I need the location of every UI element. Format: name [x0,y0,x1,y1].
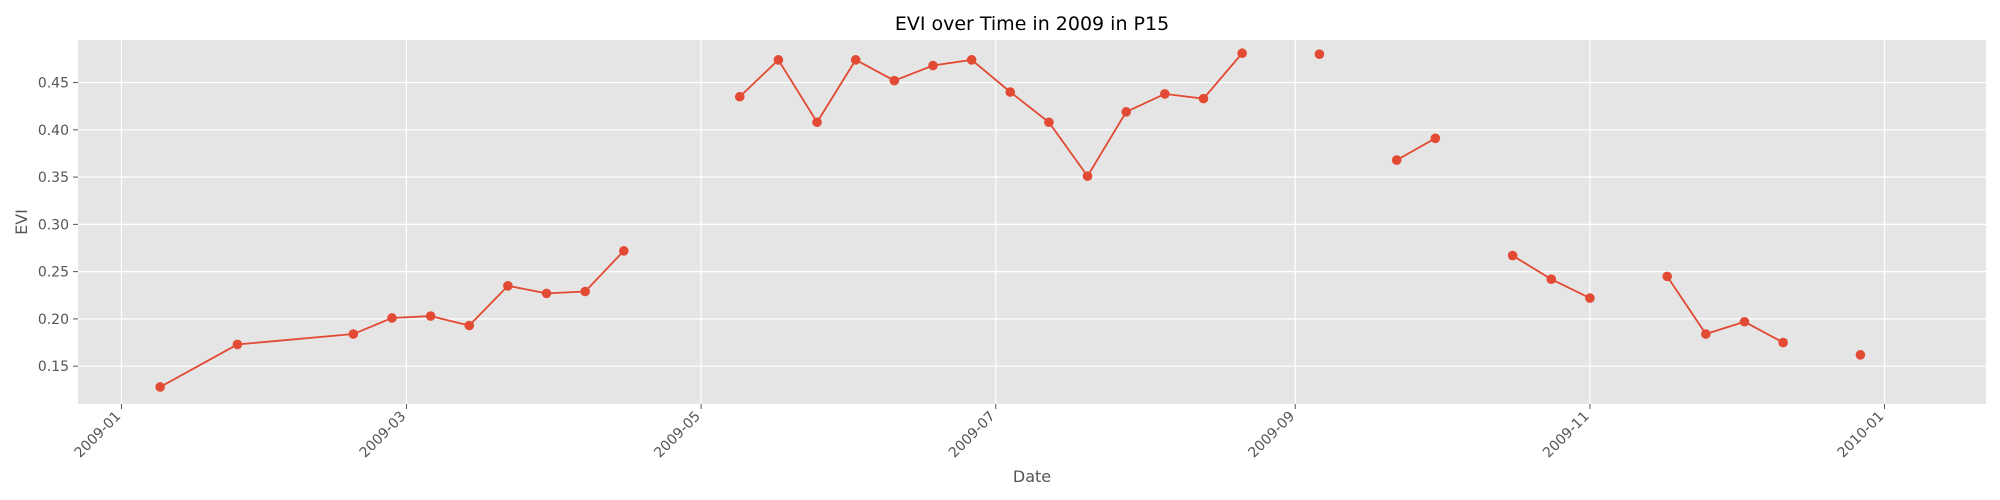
data-point [812,117,822,128]
data-point [1198,93,1209,104]
data-point [619,246,629,256]
data-point [1546,274,1557,285]
x-tick-label: 2009-07 [946,409,999,462]
data-point [1082,171,1093,181]
y-tick-label: 0.15 [38,359,69,375]
data-point [928,60,938,71]
x-tick-label: 2009-05 [651,409,704,462]
y-tick-label: 0.30 [38,217,69,233]
data-point [966,55,977,65]
data-point [1237,48,1247,59]
data-point [1005,87,1016,97]
data-point [889,75,900,86]
y-tick-label: 0.40 [38,123,69,139]
data-point [1778,337,1788,348]
series-line [1666,275,1784,344]
data-point [1314,49,1325,59]
data-point [850,55,861,65]
data-point [387,313,397,323]
data-point [1430,133,1441,144]
y-tick-label: 0.45 [38,76,69,92]
data-point [1121,107,1131,117]
series-line [739,52,1243,178]
x-axis-ticks: 2009-01 2009-03 2009-05 2009-07 2009-09 2009-… [72,404,1888,462]
data-point [1044,117,1054,128]
data-point [155,382,165,392]
x-tick-label: 2010-01 [1835,409,1888,462]
chart-title: EVI over Time in 2009 in P15 [895,13,1169,35]
series-line [1396,137,1436,161]
x-axis-label: Date [1013,467,1051,486]
x-tick-label: 2009-11 [1540,409,1593,462]
data-point [1585,293,1595,303]
data-point [1391,155,1402,165]
data-point [1739,316,1750,327]
x-tick-label: 2009-09 [1245,409,1298,462]
series-line [159,250,625,388]
y-axis-ticks: 0.15 0.20 0.25 0.30 0.35 0.40 0.45 [38,76,78,375]
x-tick-label: 2009-01 [72,409,125,462]
y-tick-label: 0.35 [38,170,69,186]
data-point [1855,350,1866,360]
data-point [1507,250,1518,261]
data-point [1662,271,1672,282]
data-point [1701,329,1711,339]
y-tick-label: 0.20 [38,312,69,328]
data-point [464,320,475,331]
data-point [734,91,745,102]
data-point [348,329,359,339]
data-point [773,55,784,65]
data-point [232,339,243,350]
data-point [580,286,590,297]
data-point [425,311,436,321]
series-layer [155,48,1866,392]
data-point [1160,89,1170,99]
x-tick-label: 2009-03 [357,409,410,462]
y-tick-label: 0.25 [38,265,69,281]
plot-area [78,40,1986,404]
data-point [503,281,513,291]
y-axis-label: EVI [12,209,31,235]
data-point [541,288,552,299]
